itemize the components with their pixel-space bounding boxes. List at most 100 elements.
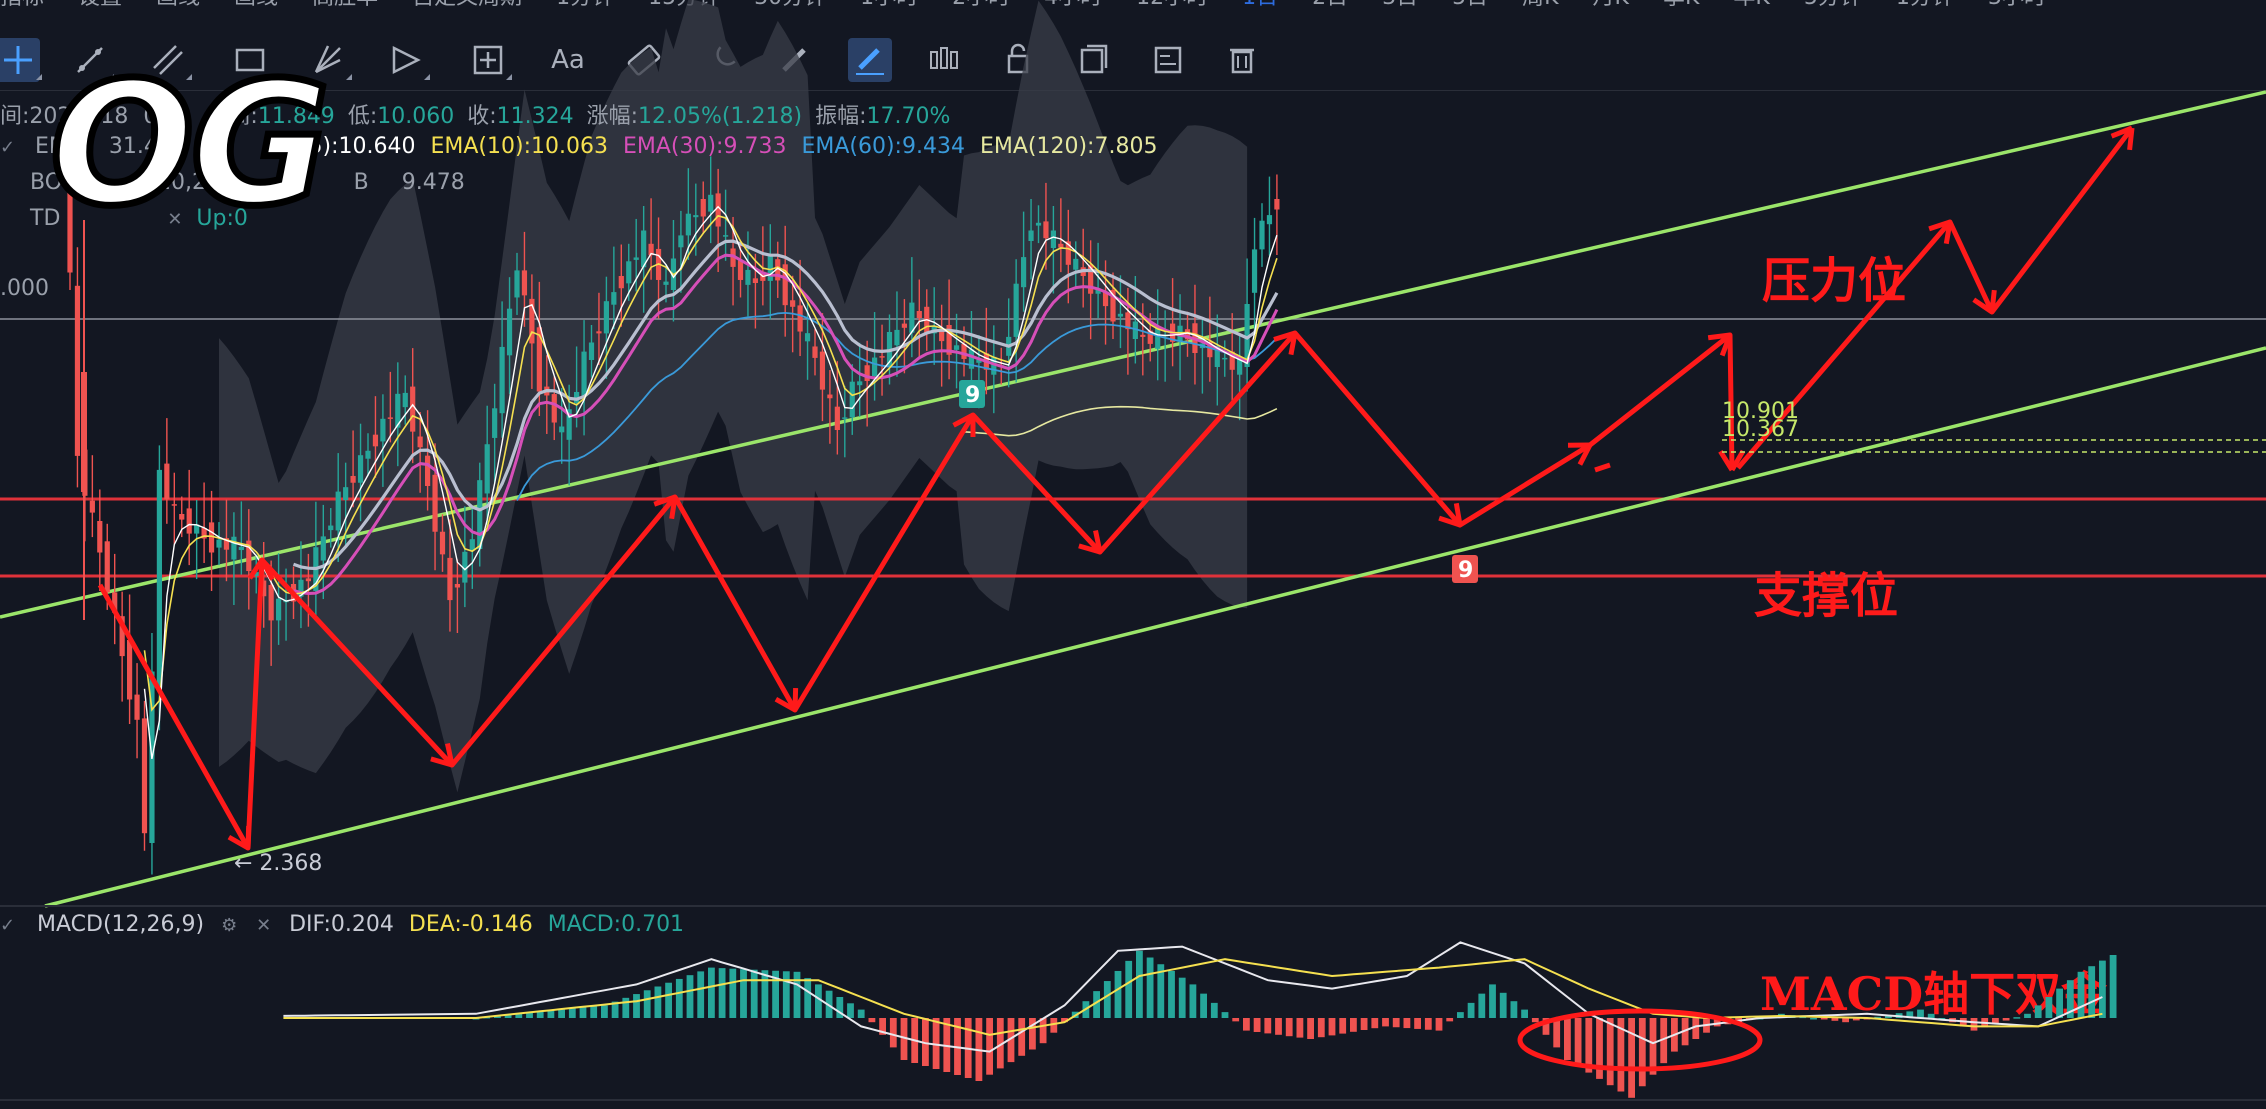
timeframe-item[interactable]: 3日	[1382, 0, 1418, 9]
macd-histogram-bar	[1125, 960, 1133, 1018]
macd-histogram-bar	[1200, 993, 1207, 1018]
macd-histogram-bar	[2024, 1013, 2031, 1018]
macd-histogram-bar	[815, 984, 822, 1018]
timeframe-item[interactable]: 月K	[1593, 0, 1629, 9]
projection-arrowhead	[1928, 219, 1953, 245]
macd-histogram-bar	[1917, 1009, 1924, 1018]
timeframe-item[interactable]: 1小时	[860, 0, 918, 9]
timeframe-item[interactable]: 1分钟	[556, 0, 614, 9]
candle-body	[588, 342, 595, 360]
macd-histogram-bar	[579, 1007, 587, 1018]
candle-body	[253, 572, 259, 576]
timeframe-item[interactable]: 2小时	[952, 0, 1010, 9]
candles-tool-button[interactable]	[922, 38, 966, 82]
candle-body	[536, 327, 542, 392]
timeframe-item[interactable]: 高胜率	[312, 0, 378, 9]
candle-body	[797, 305, 803, 332]
parallel-channel-tool-button[interactable]	[146, 38, 192, 82]
dropdown-corner-icon[interactable]	[268, 74, 274, 80]
candle-body	[767, 255, 773, 281]
edit-list-tool-button[interactable]	[1146, 38, 1190, 82]
trash-icon	[1230, 48, 1254, 74]
zigzag-arrowhead	[1718, 449, 1746, 472]
candle-body	[484, 444, 490, 494]
highlighter-tool-button[interactable]	[848, 38, 892, 82]
measure-tool-button[interactable]	[466, 38, 512, 82]
trend-line-tool-button[interactable]	[68, 38, 114, 82]
timeframe-item[interactable]: 5日	[1452, 0, 1488, 9]
macd-histogram-bar	[1852, 1018, 1860, 1021]
timeframe-item[interactable]: 3小时	[1988, 0, 2046, 9]
macd-collapse-toggle[interactable]: ✓	[0, 915, 16, 936]
td-up-value: Up:0	[196, 206, 248, 231]
change-value: 12.05%(1.218)	[638, 104, 803, 129]
candle-body	[849, 381, 855, 418]
candle-body	[164, 463, 170, 500]
candle-body	[834, 406, 840, 430]
close-label: 收:	[467, 104, 497, 129]
projection-arrowhead	[1972, 289, 1997, 315]
fib-fan-icon	[314, 45, 341, 74]
timeframe-item[interactable]: 12小时	[1136, 0, 1208, 9]
candle-body	[469, 539, 475, 551]
rectangle-tool-button[interactable]	[228, 38, 274, 82]
candle-body	[648, 243, 654, 256]
timeframe-item[interactable]: 设置	[78, 0, 122, 9]
dropdown-corner-icon[interactable]	[186, 74, 192, 80]
macd-histogram-bar	[2088, 966, 2096, 1018]
crosshair-tool-button[interactable]	[0, 38, 42, 82]
candle-body	[89, 500, 95, 513]
text-tool-button[interactable]: Aa	[546, 38, 590, 82]
dropdown-corner-icon[interactable]	[108, 74, 114, 80]
dropdown-corner-icon[interactable]	[506, 74, 512, 80]
timeframe-item[interactable]: 1日	[1242, 0, 1278, 9]
timeframe-item[interactable]: 画线	[156, 0, 200, 9]
timeframe-item[interactable]: 15分钟	[648, 0, 720, 9]
macd-histogram-bar	[504, 1014, 512, 1018]
collapse-toggle[interactable]: ✓	[0, 137, 16, 158]
timeframe-item[interactable]: 5分钟	[1804, 0, 1862, 9]
timeframe-item[interactable]: 30分钟	[754, 0, 826, 9]
macd-close-icon[interactable]: ✕	[256, 915, 272, 936]
layers-tool-button[interactable]	[1072, 38, 1116, 82]
timeframe-item[interactable]: 自定义周期	[412, 0, 522, 9]
candle-body	[410, 386, 416, 432]
timeframe-item[interactable]: 季K	[1663, 0, 1699, 9]
candle-body	[775, 259, 781, 281]
macd-histogram-bar	[665, 982, 672, 1018]
candle-body	[432, 474, 438, 532]
candle-body	[201, 528, 207, 539]
macd-histogram-bar	[1018, 1018, 1026, 1056]
td-legend: TD ✕ Up:0	[30, 206, 248, 231]
timeframe-item[interactable]: 4小时	[1044, 0, 1102, 9]
timeframe-item[interactable]: 周K	[1522, 0, 1558, 9]
macd-histogram-bar	[1628, 1018, 1635, 1098]
candle-body	[127, 640, 133, 700]
macd-settings-icon[interactable]: ⚙	[221, 915, 238, 936]
timeframe-item[interactable]: 2日	[1312, 0, 1348, 9]
td-marker-top	[959, 380, 985, 408]
candle-body	[1266, 215, 1273, 225]
fib-fan-tool-button[interactable]	[306, 38, 352, 82]
triangle-pattern-tool-button[interactable]	[384, 38, 430, 82]
macd-histogram-bar	[1050, 1018, 1058, 1033]
trash-tool-button[interactable]	[1220, 38, 1264, 82]
dropdown-corner-icon[interactable]	[36, 74, 42, 80]
dropdown-corner-icon[interactable]	[424, 74, 430, 80]
rectangle-icon	[235, 48, 265, 72]
td-close-icon[interactable]: ✕	[167, 209, 183, 230]
dropdown-corner-icon[interactable]	[346, 74, 352, 80]
candle-body	[782, 264, 788, 306]
boll-param: 20,2)	[157, 170, 215, 195]
channel-lower-line	[44, 346, 2266, 908]
timeframe-item[interactable]: 年K	[1733, 0, 1769, 9]
boll-b: B	[353, 170, 369, 195]
macd-histogram-bar	[1114, 970, 1122, 1018]
candle-body	[611, 292, 617, 305]
timeframe-item[interactable]: 1分钟	[1896, 0, 1954, 9]
timeframe-item[interactable]: 指标	[0, 0, 44, 9]
price-scale-label: .000	[0, 276, 49, 301]
timeframe-item[interactable]: 画线	[234, 0, 278, 9]
macd-histogram-bar	[1606, 1018, 1614, 1086]
